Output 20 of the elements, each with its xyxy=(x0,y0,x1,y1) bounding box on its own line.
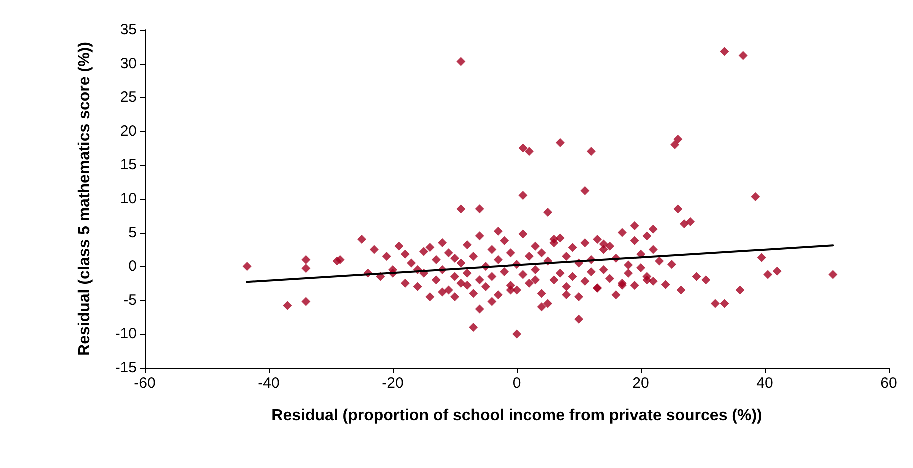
y-tick-label: 10 xyxy=(120,190,137,208)
y-tick-label: 0 xyxy=(128,258,137,276)
x-tick-label: 0 xyxy=(512,375,522,392)
x-tick-label: -20 xyxy=(382,375,404,392)
y-tick-label: -10 xyxy=(115,326,137,343)
x-axis-title: Residual (proportion of school income from private sources (%)) xyxy=(272,408,762,424)
y-tick-label: 15 xyxy=(120,156,137,174)
x-tick-label: 40 xyxy=(756,375,774,392)
y-tick-label: -15 xyxy=(115,360,137,376)
x-tick-label: -60 xyxy=(134,375,156,392)
y-axis-title: Residual (class 5 mathematics score (%)) xyxy=(76,42,94,356)
y-tick-label: 30 xyxy=(120,55,137,72)
x-tick-label: 60 xyxy=(880,375,898,392)
x-tick-label: 20 xyxy=(632,375,650,392)
y-tick-label: 25 xyxy=(120,89,137,106)
y-tick-label: 35 xyxy=(120,22,137,38)
y-tick-label: -5 xyxy=(124,292,137,309)
y-tick-label: 20 xyxy=(120,122,137,140)
y-tick-label: 5 xyxy=(128,224,137,242)
x-tick-label: -40 xyxy=(258,375,280,392)
